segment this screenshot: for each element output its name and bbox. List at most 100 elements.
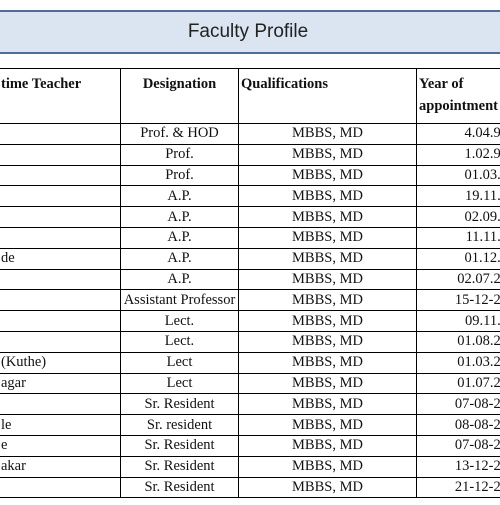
qualifications-cell: MBBS, MD <box>238 247 417 270</box>
name-cell: e <box>0 434 121 457</box>
name-cell: agar <box>0 372 121 395</box>
name-cell: de <box>0 247 121 270</box>
title-banner: Faculty Profile <box>0 10 500 54</box>
year-cell: 09.11.1 <box>416 310 500 332</box>
year-cell: 07-08-20 <box>416 434 500 457</box>
year-cell: 01.12.0 <box>416 247 500 270</box>
designation-cell: Lect. <box>120 330 239 353</box>
designation-cell: A.P. <box>120 268 239 291</box>
designation-cell: Lect. <box>120 310 239 332</box>
name-cell <box>0 268 121 291</box>
page-title: Faculty Profile <box>187 21 309 42</box>
qualifications-cell: MBBS, MD <box>238 310 417 332</box>
designation-cell: Sr. Resident <box>120 455 239 478</box>
year-cell: 1.02.92 <box>416 143 500 166</box>
year-cell: 08-08-20 <box>416 414 500 436</box>
qualifications-cell: MBBS, MD <box>238 226 417 249</box>
designation-cell: Sr. Resident <box>120 434 239 457</box>
qualifications-cell: MBBS, MD <box>238 143 417 166</box>
qualifications-cell: MBBS, MD <box>238 289 417 312</box>
year-cell: 21-12-20 <box>416 476 500 499</box>
designation-cell: Prof. <box>120 143 239 166</box>
qualifications-cell: MBBS, MD <box>238 414 417 436</box>
name-cell <box>0 226 121 249</box>
designation-cell: Sr. Resident <box>120 476 239 499</box>
name-cell <box>0 310 121 332</box>
qualifications-cell: MBBS, MD <box>238 164 417 187</box>
year-cell: 01.08.20 <box>416 330 500 353</box>
qualifications-cell: MBBS, MD <box>238 434 417 457</box>
header-designation: Designation <box>120 68 239 124</box>
designation-cell: Lect <box>120 351 239 374</box>
designation-cell: Lect <box>120 372 239 395</box>
year-cell: 19.11.9 <box>416 185 500 208</box>
year-cell: 02.07.20 <box>416 268 500 291</box>
year-cell: 01.07.20 <box>416 372 500 395</box>
header-year-line1: Year of <box>419 76 464 92</box>
qualifications-cell: MBBS, MD <box>238 393 417 416</box>
year-cell: 15-12-20 <box>416 289 500 312</box>
name-cell <box>0 164 121 187</box>
name-cell: le <box>0 414 121 436</box>
qualifications-cell: MBBS, MD <box>238 455 417 478</box>
name-cell: akar <box>0 455 121 478</box>
year-cell: 01.03.9 <box>416 164 500 187</box>
name-cell <box>0 289 121 312</box>
name-cell <box>0 330 121 353</box>
name-cell <box>0 393 121 416</box>
year-cell: 4.04.94 <box>416 123 500 145</box>
qualifications-cell: MBBS, MD <box>238 330 417 353</box>
qualifications-cell: MBBS, MD <box>238 268 417 291</box>
qualifications-cell: MBBS, MD <box>238 476 417 499</box>
name-cell <box>0 143 121 166</box>
table-row: Prof.MBBS, MD1.02.92 <box>0 143 500 166</box>
qualifications-cell: MBBS, MD <box>238 206 417 228</box>
name-cell <box>0 123 121 145</box>
designation-cell: A.P. <box>120 247 239 270</box>
qualifications-cell: MBBS, MD <box>238 351 417 374</box>
designation-cell: A.P. <box>120 226 239 249</box>
name-cell <box>0 476 121 499</box>
designation-cell: A.P. <box>120 206 239 228</box>
year-cell: 01.03.20 <box>416 351 500 374</box>
designation-cell: Prof. <box>120 164 239 187</box>
header-year-line2: appointment <box>419 98 498 114</box>
designation-cell: Sr. Resident <box>120 393 239 416</box>
designation-cell: A.P. <box>120 185 239 208</box>
name-cell: (Kuthe) <box>0 351 121 374</box>
qualifications-cell: MBBS, MD <box>238 123 417 145</box>
year-cell: 13-12-20 <box>416 455 500 478</box>
designation-cell: Assistant Professor <box>120 289 239 312</box>
faculty-table: time Teacher Designation Qualifications … <box>0 68 500 499</box>
year-cell: 07-08-20 <box>416 393 500 416</box>
year-cell: 02.09.0 <box>416 206 500 228</box>
name-cell <box>0 185 121 208</box>
header-name: time Teacher <box>0 68 121 124</box>
name-cell <box>0 206 121 228</box>
header-row: time Teacher Designation Qualifications … <box>0 68 500 124</box>
year-cell: 11.11.1 <box>416 226 500 249</box>
header-qualifications: Qualifications <box>238 68 417 124</box>
header-year: Year of appointment <box>416 68 500 124</box>
qualifications-cell: MBBS, MD <box>238 185 417 208</box>
qualifications-cell: MBBS, MD <box>238 372 417 395</box>
designation-cell: Prof. & HOD <box>120 123 239 145</box>
designation-cell: Sr. resident <box>120 414 239 436</box>
